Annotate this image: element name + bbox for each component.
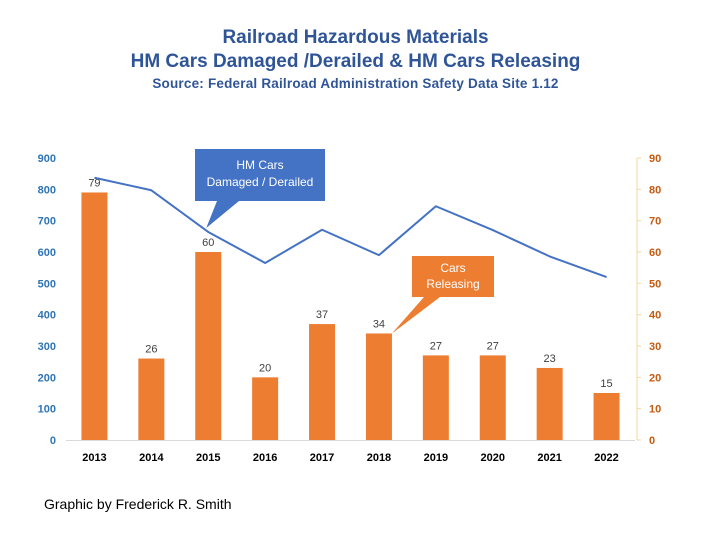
x-axis-tick-label: 2019 (424, 452, 448, 464)
x-axis-tick-label: 2021 (537, 452, 561, 464)
right-axis-tick-label: 20 (649, 372, 661, 384)
bar-data-label: 23 (544, 353, 556, 365)
line-series (94, 176, 607, 279)
bar-data-label: 27 (487, 340, 499, 352)
bar-data-label: 15 (600, 378, 612, 390)
bar-data-label: 60 (202, 237, 214, 249)
bar-data-label: 37 (316, 309, 328, 321)
x-axis-tick-label: 2018 (367, 452, 391, 464)
bar (593, 393, 620, 440)
callout-bar-label: Releasing (426, 277, 479, 291)
left-axis-tick-label: 600 (38, 247, 56, 259)
callout-line-label: HM Cars (236, 158, 283, 172)
right-axis-tick-label: 10 (649, 404, 661, 416)
right-axis-tick-label: 80 (649, 184, 661, 196)
right-axis-tick-label: 70 (649, 216, 661, 228)
callout-bar-series (391, 256, 494, 334)
chart-subtitle: HM Cars Damaged /Derailed & HM Cars Rele… (130, 51, 581, 72)
x-axis-tick-label: 2022 (594, 452, 618, 464)
left-axis-tick-label: 700 (38, 216, 56, 228)
left-axis-tick-label: 900 (38, 153, 56, 165)
x-axis-tick-label: 2015 (196, 452, 220, 464)
right-axis-tick-label: 40 (649, 310, 661, 322)
left-axis-tick-label: 300 (38, 341, 56, 353)
bar (195, 252, 222, 440)
chart-title: Railroad Hazardous Materials (222, 27, 489, 48)
x-axis-tick-label: 2020 (481, 452, 505, 464)
callout-line-label: Damaged / Derailed (207, 175, 314, 189)
chart-source: Source: Federal Railroad Administration … (152, 76, 559, 91)
bar (536, 367, 563, 440)
right-axis-tick-label: 0 (649, 435, 655, 447)
bar (479, 355, 506, 440)
right-axis-tick-label: 50 (649, 278, 661, 290)
left-axis-tick-label: 400 (38, 310, 56, 322)
bar (81, 192, 108, 440)
graphic-credit: Graphic by Frederick R. Smith (44, 496, 232, 512)
x-axis-tick-label: 2016 (253, 452, 277, 464)
right-axis-tick-label: 30 (649, 341, 661, 353)
bar-data-label: 26 (145, 344, 157, 356)
bar-data-label: 79 (88, 177, 100, 189)
left-axis-tick-label: 500 (38, 278, 56, 290)
bar (309, 324, 336, 440)
bar-data-label: 27 (430, 340, 442, 352)
left-axis-tick-label: 200 (38, 372, 56, 384)
bar (252, 377, 279, 440)
right-axis-tick-label: 90 (649, 153, 661, 165)
bar-data-label: 20 (259, 362, 271, 374)
x-axis-tick-label: 2014 (139, 452, 164, 464)
callout-line-series (195, 149, 325, 228)
bar (422, 355, 449, 440)
chart-titles: Railroad Hazardous Materials HM Cars Dam… (0, 26, 711, 94)
x-axis-tick-label: 2017 (310, 452, 334, 464)
bar-data-label: 34 (373, 318, 385, 330)
x-axis-tick-label: 2013 (82, 452, 106, 464)
callout-bar-label: Cars (440, 261, 465, 275)
left-axis-tick-label: 100 (38, 404, 56, 416)
bar (138, 358, 165, 440)
left-axis-tick-label: 0 (50, 435, 56, 447)
right-axis-tick-label: 60 (649, 247, 661, 259)
bar (365, 333, 392, 440)
left-axis-tick-label: 800 (38, 184, 56, 196)
